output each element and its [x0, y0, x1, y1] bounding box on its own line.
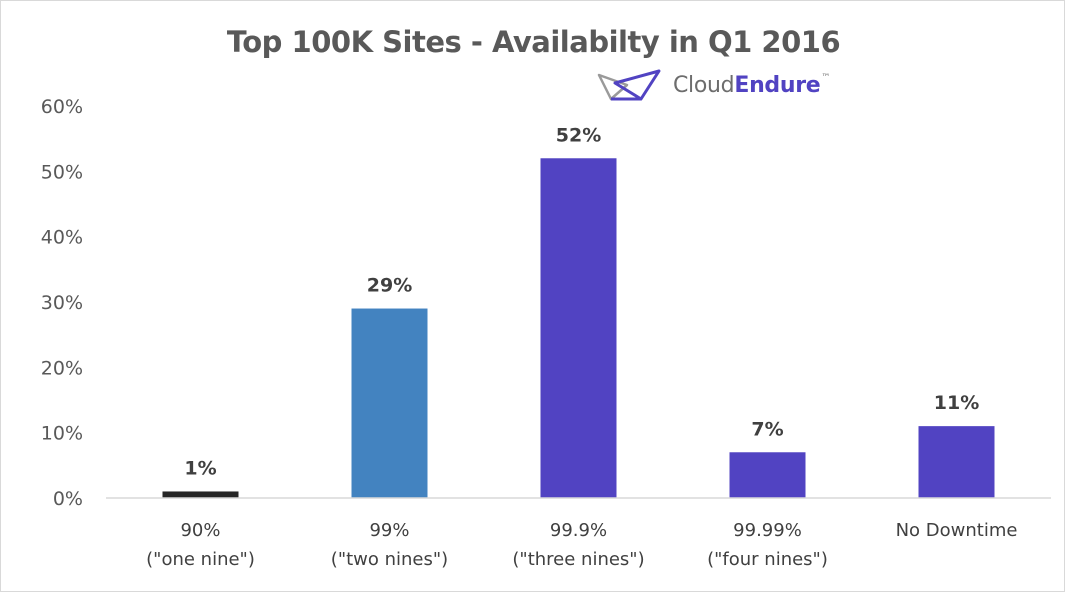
y-tick-label: 30%	[41, 292, 83, 314]
y-tick-label: 20%	[41, 357, 83, 379]
x-tick-label: 99.9%	[550, 520, 607, 541]
bar	[351, 308, 428, 498]
x-tick-label: ("four nines")	[707, 549, 828, 570]
data-label: 52%	[556, 124, 601, 146]
bar	[540, 158, 617, 498]
x-tick-label: 99.99%	[733, 520, 802, 541]
data-label: 11%	[934, 392, 979, 414]
data-label: 1%	[184, 457, 216, 479]
logo-text-endure: Endure	[734, 73, 821, 98]
y-tick-label: 50%	[41, 161, 83, 183]
x-tick-label: ("two nines")	[331, 549, 448, 570]
data-label: 29%	[367, 275, 412, 297]
bar	[729, 452, 806, 498]
x-tick-label: ("one nine")	[146, 549, 255, 570]
y-tick-label: 60%	[41, 96, 83, 118]
y-tick-label: 0%	[53, 488, 83, 510]
y-tick-label: 10%	[41, 423, 83, 445]
logo-wordmark: CloudEndure™	[673, 73, 830, 98]
x-tick-label: 99%	[369, 520, 409, 541]
logo-text-cloud: Cloud	[673, 73, 735, 98]
chart-title: Top 100K Sites - Availabilty in Q1 2016	[226, 25, 841, 59]
bar	[918, 426, 995, 498]
bar	[162, 491, 239, 498]
x-tick-label: 90%	[180, 520, 220, 541]
x-tick-label: No Downtime	[896, 520, 1018, 541]
cloudendure-logo-mark-icon	[597, 69, 661, 101]
logo-trademark: ™	[821, 73, 831, 83]
y-tick-label: 40%	[41, 227, 83, 249]
x-tick-label: ("three nines")	[512, 549, 644, 570]
data-label: 7%	[751, 418, 783, 440]
